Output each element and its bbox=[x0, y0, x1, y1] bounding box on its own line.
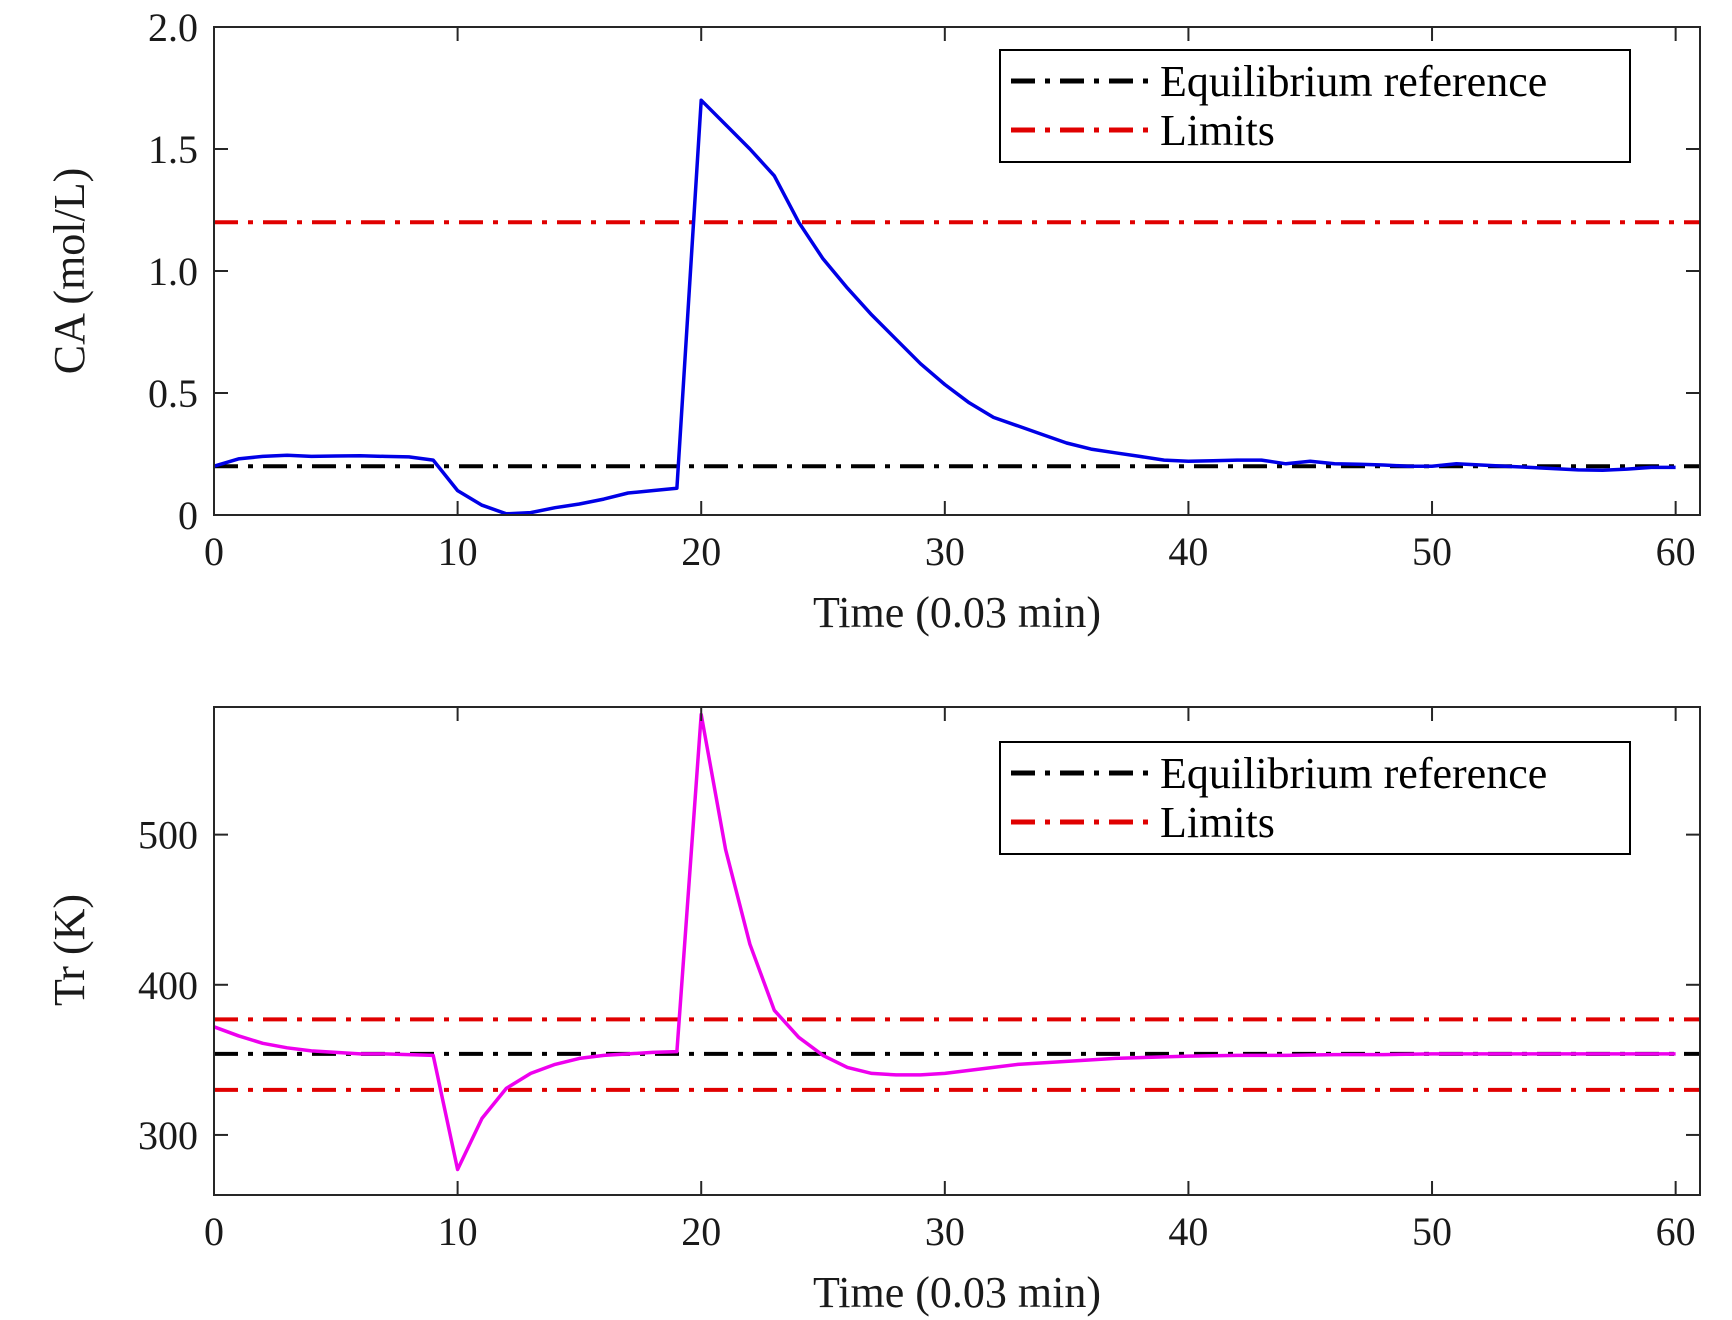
x-tick-label: 50 bbox=[1412, 529, 1452, 574]
x-axis-label-ca: Time (0.03 min) bbox=[813, 588, 1101, 637]
x-axis-label-tr: Time (0.03 min) bbox=[813, 1268, 1101, 1317]
reference-lines-ca bbox=[214, 220, 1700, 469]
x-tick-label: 0 bbox=[204, 529, 224, 574]
x-tick-label: 40 bbox=[1168, 529, 1208, 574]
legend-label-equilibrium: Equilibrium reference bbox=[1160, 57, 1547, 106]
y-tick-label: 2.0 bbox=[148, 5, 198, 50]
x-tick-label: 20 bbox=[681, 1209, 721, 1254]
x-tick-label: 50 bbox=[1412, 1209, 1452, 1254]
legend-label-equilibrium: Equilibrium reference bbox=[1160, 749, 1547, 798]
y-tick-label: 300 bbox=[138, 1113, 198, 1158]
data-series-line bbox=[213, 98, 1676, 516]
legend-label-limits: Limits bbox=[1160, 106, 1275, 155]
x-tick-label: 40 bbox=[1168, 1209, 1208, 1254]
y-tick-label: 0.5 bbox=[148, 371, 198, 416]
axes-box-tr bbox=[213, 706, 1701, 1196]
series-lines-ca bbox=[213, 98, 1676, 516]
x-tick-label: 60 bbox=[1656, 1209, 1696, 1254]
y-tick-label: 500 bbox=[138, 813, 198, 858]
x-tick-label: 30 bbox=[925, 1209, 965, 1254]
x-tick-label: 10 bbox=[438, 1209, 478, 1254]
ticks-ca bbox=[213, 26, 1700, 516]
y-axis-label-tr: Tr (K) bbox=[45, 894, 94, 1006]
legend-tr: Equilibrium reference Limits bbox=[999, 741, 1631, 855]
x-tick-label: 20 bbox=[681, 529, 721, 574]
x-tick-label: 10 bbox=[438, 529, 478, 574]
y-tick-label: 1.5 bbox=[148, 127, 198, 172]
y-axis-label-ca: CA (mol/L) bbox=[45, 168, 94, 375]
legend-ca: Equilibrium reference Limits bbox=[999, 49, 1631, 163]
y-tick-label: 1.0 bbox=[148, 249, 198, 294]
chart-ca: 0 10 20 30 40 50 60 0 0.5 1.0 1.5 2.0 Ti… bbox=[45, 5, 1701, 637]
x-tick-label: 60 bbox=[1656, 529, 1696, 574]
ticks-tr bbox=[213, 707, 1700, 1195]
data-series-line bbox=[213, 712, 1676, 1172]
series-lines-tr bbox=[213, 712, 1676, 1172]
x-tick-label: 0 bbox=[204, 1209, 224, 1254]
legend-label-limits: Limits bbox=[1160, 798, 1275, 847]
chart-tr: 0 10 20 30 40 50 60 300 400 500 Time (0.… bbox=[45, 706, 1701, 1317]
legend-box bbox=[999, 741, 1631, 855]
y-tick-label: 0 bbox=[178, 493, 198, 538]
y-tick-label: 400 bbox=[138, 963, 198, 1008]
x-tick-label: 30 bbox=[925, 529, 965, 574]
legend-box bbox=[999, 49, 1631, 163]
